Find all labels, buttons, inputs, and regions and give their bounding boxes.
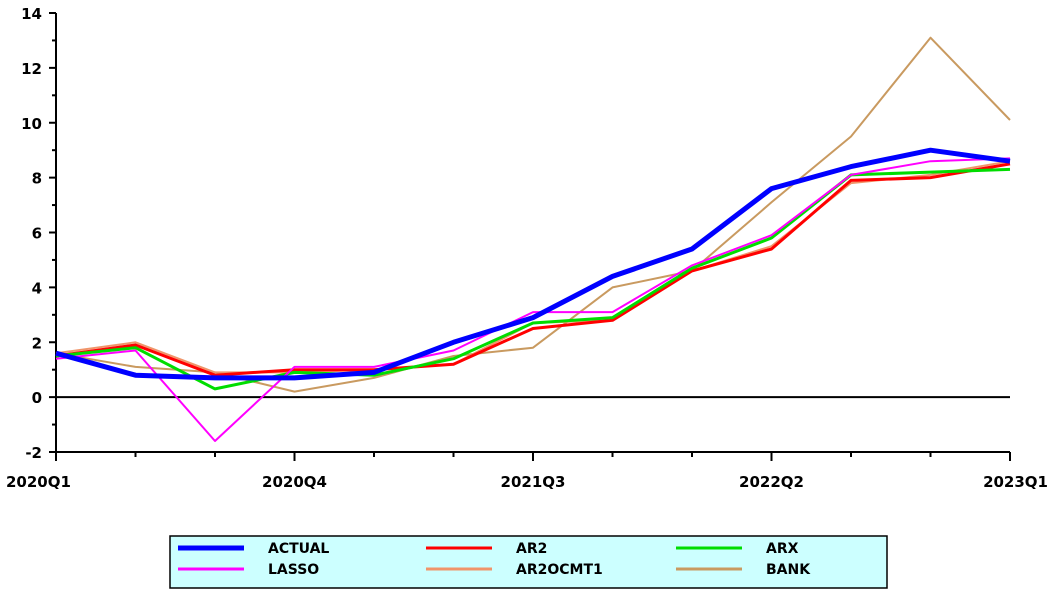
legend: ACTUAL AR2 ARX LASSO AR2OCMT1 BANK — [169, 535, 888, 589]
series-line-actual — [55, 147, 1011, 381]
y-tick-label: -2 — [25, 444, 42, 462]
y-tick-label: 10 — [21, 115, 42, 133]
x-tick-label: 2020Q4 — [262, 473, 327, 491]
axes: -2 0 2 4 6 8 10 12 14 2020Q1 2020Q4 2021Q3 2022Q2 202… — [6, 5, 1048, 491]
legend-label-actual: ACTUAL — [268, 541, 329, 557]
x-tick-label: 2021Q3 — [501, 473, 566, 491]
series-line-ar2ocmt1 — [55, 160, 1011, 374]
legend-label-lasso: LASSO — [268, 562, 319, 578]
series-line-bank — [55, 36, 1011, 393]
legend-label-arx: ARX — [766, 541, 799, 557]
series-line-arx — [55, 167, 1011, 391]
x-tick-label: 2022Q2 — [739, 473, 804, 491]
y-tick-label: 12 — [21, 60, 42, 78]
legend-label-bank: BANK — [766, 562, 811, 578]
y-tick-label: 0 — [32, 389, 42, 407]
x-tick-label: 2023Q1 — [983, 473, 1048, 491]
y-tick-label: 2 — [32, 334, 42, 352]
series-lines — [55, 36, 1011, 442]
series-line-lasso — [55, 157, 1011, 442]
y-tick-label: 4 — [32, 279, 42, 297]
y-tick-label: 14 — [21, 5, 42, 23]
y-tick-label: 8 — [32, 170, 42, 188]
y-tick-label: 6 — [32, 225, 42, 243]
x-tick-label: 2020Q1 — [6, 473, 71, 491]
legend-label-ar2ocmt1: AR2OCMT1 — [516, 562, 603, 578]
series-line-ar2 — [55, 162, 1011, 377]
legend-label-ar2: AR2 — [516, 541, 547, 557]
legend-box — [169, 535, 888, 589]
